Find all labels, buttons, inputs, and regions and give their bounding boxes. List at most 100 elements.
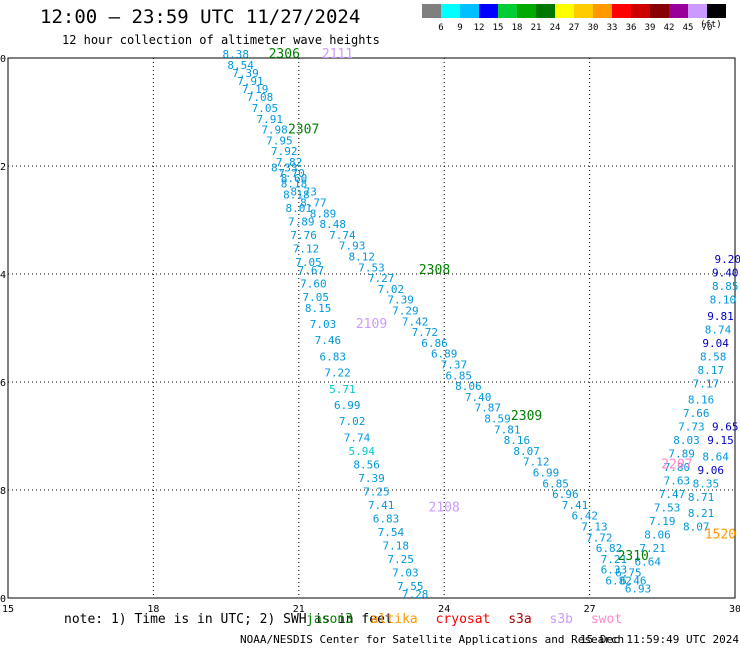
swh-value: 5.71 [329,383,356,396]
pass-label: 2111 [322,47,353,62]
swh-value: 7.41 [562,499,589,512]
swh-value: 8.15 [305,302,332,315]
swh-value: 7.03 [310,318,337,331]
swh-value: 6.83 [373,512,400,525]
chart-title: 12:00 — 23:59 UTC 11/27/2024 [40,6,361,28]
legend-altika: altika [370,612,418,627]
swh-value: 6.64 [635,556,662,569]
x-tick-label: 15 [2,604,14,615]
swh-value: 7.13 [581,521,608,534]
swh-value: 8.89 [310,207,337,220]
y-tick-label: -42 [0,162,6,173]
swh-value: 8.74 [705,323,732,336]
swh-value: 6.42 [572,510,599,523]
swh-value: 8.59 [484,413,511,426]
swh-value: 8.85 [712,280,739,293]
swh-value: 7.40 [465,391,492,404]
swh-value: 6.83 [319,350,346,363]
swh-value: 7.98 [261,124,288,137]
colorbar-tick-label: 24 [550,23,561,33]
swh-value: 7.67 [298,264,325,277]
pass-label: 2207 [661,457,692,472]
swh-value: 7.87 [475,402,502,415]
pass-label: 2109 [356,317,387,332]
x-tick-label: 27 [584,604,596,615]
colorbar-tick-label: 9 [457,23,462,33]
colorbar-swatch [498,4,517,18]
swh-value: 8.12 [349,251,376,264]
colorbar-swatch [707,4,726,18]
colorbar-swatch [574,4,593,18]
swh-value: 7.92 [271,145,298,158]
swh-value: 7.02 [339,415,366,428]
swh-value: 7.76 [290,229,317,242]
pass-label: 2108 [429,501,460,516]
colorbar-swatch [650,4,669,18]
swh-value: 7.19 [242,83,269,96]
chart-subtitle: 12 hour collection of altimeter wave hei… [62,33,380,47]
y-tick-label: -44 [0,270,6,281]
colorbar-swatch [536,4,555,18]
swh-value: 6.99 [334,399,361,412]
colorbar-tick-label: 70 [702,23,713,33]
swh-value: 7.46 [315,334,342,347]
legend-s3b: s3b [549,612,574,627]
swh-value: 7.81 [494,423,521,436]
swh-value: 7.66 [683,407,710,420]
swh-value: 9.65 [712,421,739,434]
swh-value: 7.21 [601,553,628,566]
swh-value: 7.25 [363,485,390,498]
swh-value: 7.37 [441,359,468,372]
colorbar-swatch [517,4,536,18]
swh-value: 8.58 [700,350,727,363]
swh-value: 8.64 [702,450,729,463]
colorbar-tick-label: 30 [588,23,599,33]
swh-value: 7.95 [266,134,293,147]
swh-value: 7.17 [693,377,720,390]
pass-label: 2310 [618,549,649,564]
colorbar-swatch [612,4,631,18]
swh-value: 6.96 [552,488,579,501]
swh-value: 7.03 [392,566,419,579]
x-tick-label: 30 [729,604,740,615]
swh-value: 9.15 [707,434,734,447]
swh-value: 6.86 [421,337,448,350]
swh-value: 7.93 [339,240,366,253]
swh-value: 8.18 [283,188,310,201]
swh-value: 8.73 [290,186,317,199]
swh-value: 7.73 [678,421,705,434]
colorbar-tick-label: 42 [664,23,675,33]
swh-value: 8.10 [710,294,737,307]
pass-label: 1520 [705,528,736,543]
legend-swot: swot [590,612,623,627]
swh-value: 6.46 [620,575,647,588]
swh-value: 7.42 [402,315,429,328]
swh-value: 7.08 [247,91,274,104]
swh-value: 5.94 [349,445,376,458]
colorbar-swatch [688,4,707,18]
swh-value: 8.07 [683,521,710,534]
y-tick-label: -50 [0,594,6,605]
colorbar: 6 9 12 15 18 21 24 27 30 33 36 39 42 45 70 [422,4,726,33]
swh-value: 7.19 [649,515,676,528]
colorbar-tick-label: 6 [438,23,443,33]
y-tick-label: -48 [0,486,6,497]
legend-jason3: jason3 [306,612,353,627]
swh-value: 7.39 [358,472,385,485]
colorbar-tick-label: 27 [569,23,580,33]
colorbar-swatch [479,4,498,18]
y-tick-label: -46 [0,378,6,389]
pass-label: 2309 [511,409,542,424]
swh-value: 6.99 [533,467,560,480]
swh-value: 6.82 [596,542,623,555]
colorbar-tick-label: 12 [474,23,485,33]
swh-value: 7.89 [668,448,695,461]
swh-value: 8.33 [271,161,298,174]
colorbar-tick-label: 15 [493,23,504,33]
swh-value: 6.85 [542,477,569,490]
swh-value: 7.22 [324,367,351,380]
colorbar-swatch [460,4,479,18]
swh-value: 9.04 [702,337,729,350]
swh-value: 7.28 [402,588,429,601]
colorbar-swatch [631,4,650,18]
